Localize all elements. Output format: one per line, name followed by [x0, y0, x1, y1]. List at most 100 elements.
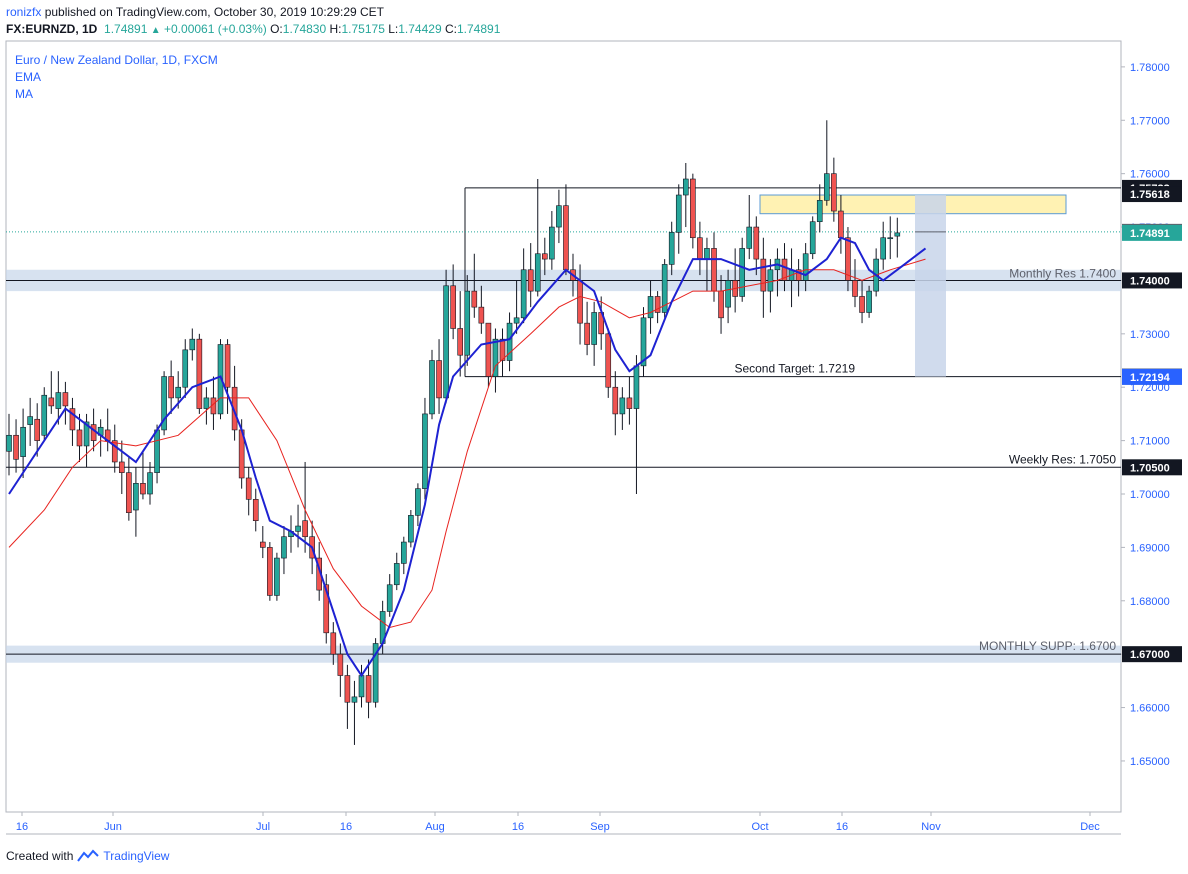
candle-body [880, 237, 887, 260]
candle-body [436, 360, 442, 399]
candle-body [189, 338, 196, 351]
legend-ma[interactable]: MA [15, 87, 33, 101]
candle-body [175, 386, 181, 399]
candle-body [224, 344, 231, 388]
legend-ema[interactable]: EMA [15, 70, 42, 84]
candle-body [492, 338, 499, 377]
candle-body [182, 349, 189, 388]
candle-body [111, 440, 118, 463]
price-badge-text: 1.74000 [1130, 275, 1170, 287]
y-tick-label: 1.72000 [1130, 382, 1170, 394]
candle-body [231, 386, 238, 431]
publish-info: ronizfx published on TradingView.com, Oc… [6, 5, 384, 19]
weekly-res-label: Weekly Res: 1.7050 [1009, 452, 1116, 466]
second-target-label: Second Target: 1.7219 [734, 362, 855, 376]
candle-body [337, 653, 344, 676]
candle-body [422, 413, 428, 489]
monthly-res-label: Monthly Res 1.7400 [1009, 266, 1116, 280]
candle-body [415, 488, 421, 516]
candle-body [13, 434, 19, 460]
x-tick-label: Jul [256, 821, 270, 833]
x-tick-label: 16 [340, 821, 352, 833]
target-zone-box [759, 194, 1067, 215]
candle-body [675, 194, 682, 233]
author-link[interactable]: ronizfx [6, 5, 42, 19]
price-badge-text: 1.70500 [1130, 462, 1170, 474]
price-badge [1122, 459, 1182, 476]
candle-body [697, 237, 703, 260]
candle-body [457, 328, 464, 356]
y-tick-label: 1.66000 [1130, 703, 1170, 715]
candle-body [161, 376, 167, 431]
x-tick-label: Jun [104, 821, 122, 833]
monthly-supp-label: MONTHLY SUPP: 1.6700 [979, 639, 1116, 653]
high-label: H: [329, 22, 342, 36]
price-badge-text: 1.74891 [1130, 228, 1170, 240]
candle-body [168, 376, 174, 399]
candle-body [711, 248, 717, 292]
price-badge-text: 1.72194 [1130, 372, 1171, 384]
open-value: 1.74830 [282, 22, 327, 36]
published-text: published on TradingView.com, October 30… [44, 5, 385, 19]
candle-body [506, 322, 513, 361]
candle-body [816, 200, 823, 223]
x-tick-label: 16 [836, 821, 848, 833]
candle-body [450, 285, 456, 329]
candle-body [20, 426, 26, 457]
candle-body [267, 547, 273, 596]
candle-body [196, 338, 203, 409]
candle-body [217, 344, 224, 415]
candle-body [464, 290, 471, 356]
symbol-label: FX:EURNZD, 1D [6, 22, 98, 36]
y-tick-label: 1.78000 [1130, 62, 1170, 74]
candle-body [704, 248, 710, 260]
candle-body [584, 322, 590, 345]
up-arrow-icon: ▲ [150, 25, 161, 36]
candle-body [725, 280, 731, 308]
x-tick-label: Aug [425, 821, 445, 833]
candle-body [859, 296, 865, 313]
candle-body [831, 173, 837, 212]
candle-body [83, 421, 90, 447]
candle-body [62, 392, 69, 407]
x-tick-label: 16 [512, 821, 524, 833]
y-tick-label: 1.76000 [1130, 169, 1170, 181]
candle-body [344, 675, 351, 703]
candle-body [619, 397, 626, 415]
candle-body [612, 386, 619, 415]
candle-body [499, 338, 506, 361]
tradingview-logo-icon [77, 849, 100, 862]
candle-body [753, 226, 760, 260]
candle-body [245, 477, 252, 500]
candle-body [203, 397, 210, 409]
candle-body [34, 418, 41, 441]
candle-body [760, 258, 767, 292]
candle-body [894, 232, 901, 237]
candle-body [6, 434, 12, 452]
candle-body [668, 232, 675, 265]
candle-body [823, 173, 830, 201]
candle-body [358, 675, 365, 698]
low-label: L: [388, 22, 399, 36]
candle-body [647, 296, 654, 319]
candle-body [654, 296, 661, 313]
last-price: 1.74891 [104, 22, 148, 36]
y-tick-label: 1.73000 [1130, 329, 1170, 341]
candle-body [147, 472, 153, 495]
candle-body [27, 416, 33, 425]
legend-title[interactable]: Euro / New Zealand Dollar, 1D, FXCM [15, 53, 218, 67]
candle-body [295, 525, 301, 532]
candle-body [408, 515, 414, 543]
candle-body [302, 520, 308, 538]
candle-body [126, 472, 132, 513]
tradingview-link[interactable]: TradingView [103, 849, 170, 863]
candle-body [41, 394, 48, 436]
candle-body [767, 269, 774, 292]
x-tick-label: Nov [921, 821, 941, 833]
close-value: 1.74891 [456, 22, 501, 36]
candle-body [563, 205, 569, 271]
candle-body [527, 269, 534, 292]
candle-body [845, 237, 851, 281]
price-badge [1122, 224, 1182, 241]
